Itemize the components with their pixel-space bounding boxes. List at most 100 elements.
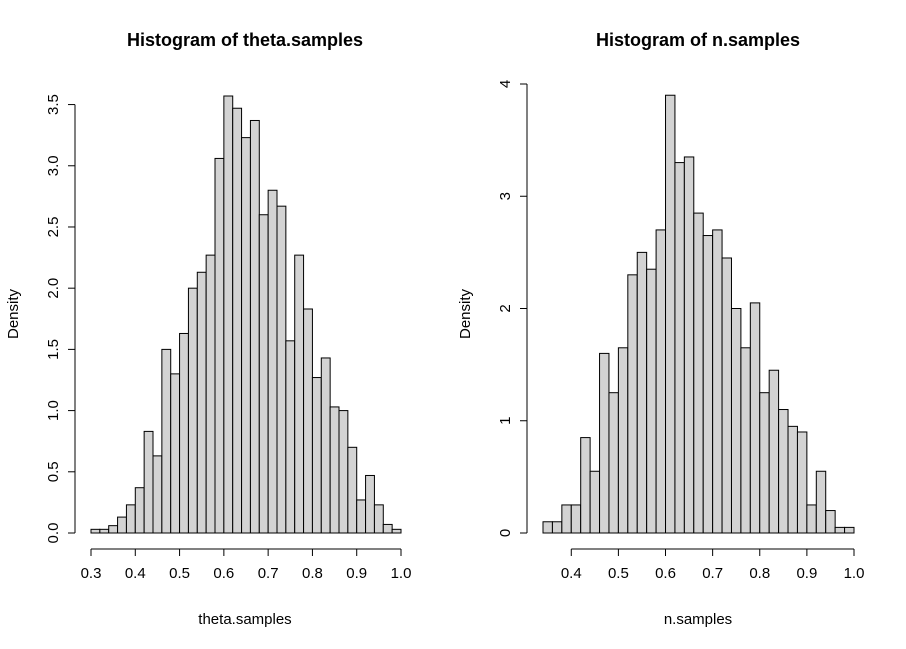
- x-tick-label: 0.9: [796, 565, 817, 582]
- x-axis: 0.3 0.4 0.5 0.6 0.7 0.8 0.9 1.0: [81, 548, 412, 582]
- x-tick-label: 0.3: [81, 565, 102, 582]
- histogram-bar: [636, 251, 648, 534]
- x-tick-label: 1.0: [844, 565, 865, 582]
- x-tick-label: 0.5: [608, 565, 629, 582]
- y-tick-label: 3.0: [45, 155, 62, 176]
- histogram-bar: [258, 214, 269, 534]
- histogram-bar: [627, 274, 638, 534]
- histogram-bar: [683, 156, 695, 534]
- histogram-bar: [580, 437, 591, 534]
- x-tick-label: 0.8: [302, 565, 323, 582]
- y-tick-label: 2: [497, 304, 514, 312]
- histogram-bar: [665, 94, 676, 534]
- histogram-bar: [693, 212, 704, 534]
- histogram-bar: [712, 229, 723, 534]
- n-histogram-panel: Histogram of n.samples n.samples Density…: [457, 30, 864, 628]
- x-tick-label: 0.6: [655, 565, 676, 582]
- y-tick-label: 1.0: [45, 400, 62, 421]
- histogram-bar: [806, 504, 817, 534]
- x-tick-label: 0.5: [169, 565, 190, 582]
- y-tick-label: 2.0: [45, 278, 62, 299]
- x-axis: 0.4 0.5 0.6 0.7 0.8 0.9 1.0: [561, 548, 865, 582]
- bars: [90, 95, 402, 534]
- histogram-bar: [134, 487, 145, 534]
- histogram-bar: [187, 287, 198, 534]
- histogram-bar: [143, 430, 154, 534]
- histogram-bar: [267, 189, 278, 534]
- histogram-bar: [365, 474, 375, 534]
- histogram-bar: [561, 504, 572, 534]
- histogram-bar: [844, 526, 855, 534]
- x-tick-label: 1.0: [391, 565, 412, 582]
- histogram-bar: [778, 409, 789, 534]
- y-tick-label: 1.5: [45, 339, 62, 360]
- x-tick-label: 0.7: [702, 565, 723, 582]
- histogram-bar: [655, 229, 667, 534]
- histogram-bar: [108, 525, 119, 534]
- histogram-bar: [249, 119, 260, 534]
- histogram-bar: [599, 352, 610, 534]
- y-tick-label: 3.5: [45, 94, 62, 115]
- histogram-bar: [608, 392, 619, 534]
- histogram-bar: [796, 431, 808, 534]
- histogram-bar: [241, 137, 251, 534]
- histogram-bar: [570, 504, 582, 534]
- y-tick-label: 1: [497, 417, 514, 425]
- histogram-bar: [294, 254, 305, 534]
- histogram-bar: [740, 347, 751, 534]
- histogram-bar: [205, 254, 216, 534]
- y-tick-label: 0: [497, 529, 514, 537]
- bars: [542, 94, 855, 534]
- histogram-bar: [161, 348, 172, 534]
- x-tick-label: 0.9: [346, 565, 367, 582]
- histogram-bar: [329, 406, 340, 534]
- histogram-bar: [391, 528, 402, 534]
- histogram-bar: [646, 268, 657, 534]
- histogram-bar: [356, 499, 367, 534]
- histogram-bar: [347, 446, 358, 534]
- histogram-bar: [551, 521, 563, 534]
- x-tick-label: 0.4: [561, 565, 582, 582]
- y-axis-label: Density: [5, 288, 22, 339]
- histogram-bar: [285, 340, 296, 534]
- histogram-bar: [373, 504, 384, 534]
- histogram-bar: [749, 302, 761, 534]
- y-tick-label: 0.0: [45, 523, 62, 544]
- x-tick-label: 0.6: [213, 565, 234, 582]
- histogram-bar: [382, 523, 393, 534]
- histogram-bar: [617, 347, 629, 534]
- chart-title: Histogram of n.samples: [596, 30, 800, 50]
- histogram-bar: [815, 470, 827, 534]
- histogram-bar: [276, 205, 287, 534]
- y-tick-label: 0.5: [45, 461, 62, 482]
- y-axis: 0 1 2 3 4: [497, 80, 528, 537]
- y-tick-label: 3: [497, 192, 514, 200]
- histogram-bar: [303, 308, 313, 534]
- y-tick-label: 2.5: [45, 217, 62, 238]
- theta-histogram-panel: Histogram of theta.samples theta.samples…: [5, 30, 411, 628]
- histogram-bar: [721, 257, 732, 534]
- histogram-bar: [179, 332, 189, 534]
- histogram-bar: [117, 516, 127, 534]
- histogram-bar: [702, 235, 714, 534]
- histogram-bar: [99, 528, 110, 534]
- histogram-bar: [223, 95, 234, 534]
- histogram-bar: [825, 510, 836, 534]
- histogram-bar: [787, 425, 798, 534]
- histogram-bar: [196, 271, 207, 534]
- histogram-bar: [170, 373, 181, 534]
- x-tick-label: 0.8: [749, 565, 770, 582]
- histogram-bar: [768, 369, 780, 534]
- x-tick-label: 0.7: [258, 565, 279, 582]
- histogram-bar: [338, 410, 349, 534]
- histogram-bar: [152, 455, 163, 534]
- y-axis-label: Density: [457, 288, 474, 339]
- histogram-bar: [311, 377, 322, 534]
- x-axis-label: n.samples: [664, 611, 732, 628]
- x-tick-label: 0.4: [125, 565, 146, 582]
- histogram-bar: [542, 521, 553, 534]
- histogram-bar: [125, 504, 136, 534]
- y-tick-label: 4: [497, 80, 514, 88]
- histogram-bar: [214, 157, 225, 534]
